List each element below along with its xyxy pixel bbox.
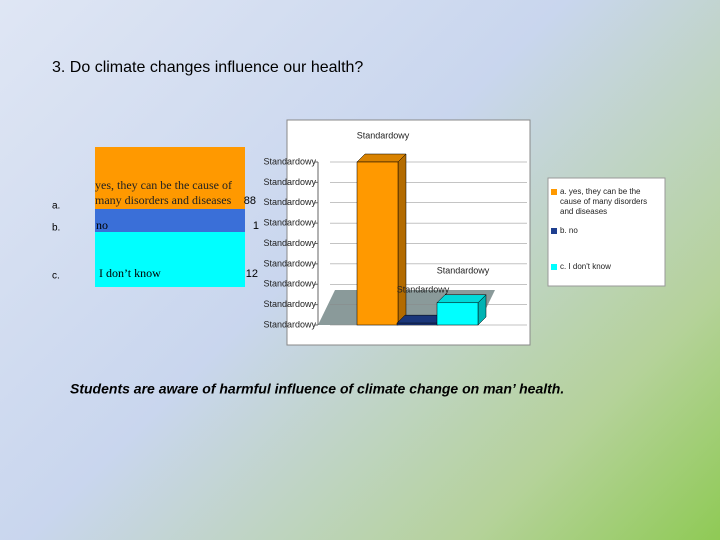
table-cell: yes, they can be the cause of many disor…	[95, 178, 232, 207]
y-tick-label: Standardowy	[263, 279, 316, 289]
y-tick-label: Standardowy	[263, 218, 316, 228]
table-value: 88	[244, 195, 256, 207]
table-value: 1	[253, 220, 259, 232]
row-label: c.	[52, 271, 60, 282]
bar-top	[436, 294, 487, 304]
y-tick-label: Standardowy	[263, 177, 316, 187]
bar	[436, 302, 479, 326]
legend-swatch	[551, 189, 557, 195]
table-cell-bg	[95, 147, 245, 209]
y-tick-label: Standardowy	[263, 299, 316, 309]
y-tick-label: Standardowy	[263, 319, 316, 329]
table-cell-bg	[95, 209, 245, 232]
table-cell: I don’t know	[99, 266, 161, 280]
slide-title: 3. Do climate changes influence our heal…	[52, 59, 363, 76]
legend	[547, 177, 666, 287]
row-label: a.	[52, 201, 60, 212]
bar	[356, 161, 399, 326]
bar-side	[397, 153, 407, 326]
y-tick-label: Standardowy	[263, 156, 316, 166]
bar-top	[356, 153, 407, 163]
row-label: b.	[52, 223, 60, 234]
legend-entry: a. yes, they can be the cause of many dis…	[560, 187, 647, 216]
table-value: 12	[246, 268, 258, 280]
legend-swatch	[551, 264, 557, 270]
bar	[396, 322, 439, 326]
y-tick-label: Standardowy	[263, 238, 316, 248]
data-annotation: Standardowy	[357, 130, 410, 140]
data-annotation: Standardowy	[437, 265, 490, 275]
caption: Students are aware of harmful influence …	[70, 381, 564, 397]
y-tick-label: Standardowy	[263, 197, 316, 207]
legend-entry: b. no	[560, 226, 578, 235]
legend-swatch	[551, 228, 557, 234]
table-cell-bg	[95, 232, 245, 287]
legend-entry: c. I don't know	[560, 262, 611, 271]
table-cell: no	[96, 218, 108, 232]
data-annotation: Standardowy	[397, 284, 450, 294]
y-tick-label: Standardowy	[263, 258, 316, 268]
